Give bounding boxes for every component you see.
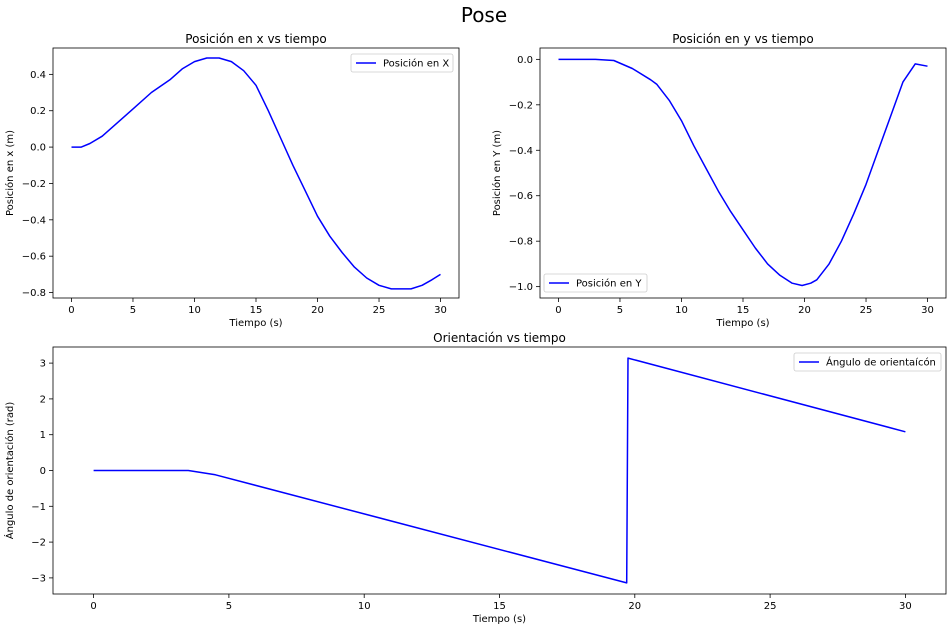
panel-position-x: Posición en x vs tiempo 0 5 10 15 20 25 30 0.4 0.… (4, 32, 460, 329)
x-axis-label: Tiempo (s) (715, 318, 769, 329)
legend-box (350, 53, 454, 73)
y-tick-label: 2 (40, 394, 46, 405)
panel-position-y: Posición en y vs tiempo 0 5 10 15 20 25 30 0.0 −0… (491, 32, 947, 329)
y-tick-label: 1 (40, 430, 46, 441)
x-tick-label: 25 (373, 305, 386, 316)
x-tick-label: 10 (675, 305, 688, 316)
x-tick-label: 10 (358, 601, 371, 612)
legend: Ángulo de orientaícón (793, 352, 942, 372)
chart-title: Posición en x vs tiempo (185, 32, 326, 46)
series-line (71, 57, 441, 290)
x-tick-label: 0 (555, 305, 561, 316)
y-tick-label: −1.0 (509, 282, 533, 293)
legend-box (793, 352, 942, 372)
x-tick-label: 20 (798, 305, 811, 316)
series-line (93, 357, 906, 584)
y-tick-label: −0.2 (22, 179, 46, 190)
y-tick-label: −0.2 (509, 100, 533, 111)
x-tick-label: 0 (68, 305, 74, 316)
x-axis-label: Tiempo (s) (472, 614, 526, 625)
x-tick-label: 0 (90, 601, 96, 612)
legend-label: Ángulo de orientaícón (826, 356, 936, 369)
y-tick-label: −0.6 (509, 191, 533, 202)
x-tick-label: 20 (628, 601, 641, 612)
series-line (558, 58, 928, 287)
y-tick-label: −3 (31, 573, 46, 584)
legend-box (543, 273, 648, 293)
y-axis-label: Posición en x (m) (4, 130, 16, 216)
x-tick-label: 5 (226, 601, 232, 612)
figure-title: Pose (461, 3, 507, 27)
y-tick-label: −2 (31, 538, 46, 549)
x-tick-label: 5 (617, 305, 623, 316)
x-axis-label: Tiempo (s) (228, 318, 282, 329)
x-tick-label: 15 (493, 601, 506, 612)
x-tick-label: 25 (764, 601, 777, 612)
y-tick-label: 0.2 (30, 106, 46, 117)
x-tick-label: 30 (899, 601, 912, 612)
x-tick-label: 10 (188, 305, 201, 316)
legend-label: Posición en X (383, 58, 449, 70)
x-tick-label: 30 (921, 305, 934, 316)
y-axis-label: Ángulo de orientación (rad) (3, 402, 16, 540)
x-tick-label: 15 (737, 305, 750, 316)
y-tick-label: 0.4 (30, 70, 46, 81)
y-tick-label: −1 (31, 502, 46, 513)
chart-title: Posición en y vs tiempo (672, 32, 813, 46)
x-tick-label: 30 (434, 305, 447, 316)
y-tick-label: −0.8 (22, 288, 46, 299)
x-tick-label: 25 (860, 305, 873, 316)
y-tick-label: 0.0 (30, 143, 46, 154)
y-tick-label: −0.4 (22, 215, 46, 226)
chart-title: Orientación vs tiempo (433, 331, 566, 345)
y-tick-label: −0.8 (509, 237, 533, 248)
x-tick-label: 5 (130, 305, 136, 316)
y-axis-label: Posición en Y (m) (491, 130, 503, 216)
x-tick-label: 20 (311, 305, 324, 316)
y-tick-label: −0.4 (509, 146, 533, 157)
y-tick-label: 3 (40, 359, 46, 370)
legend: Posición en X (350, 53, 454, 73)
y-tick-label: 0 (40, 466, 46, 477)
x-tick-label: 15 (250, 305, 263, 316)
legend: Posición en Y (543, 273, 648, 293)
y-tick-label: 0.0 (517, 55, 533, 66)
axes-frame (539, 47, 947, 299)
legend-label: Posición en Y (576, 278, 642, 290)
y-tick-label: −0.6 (22, 252, 46, 263)
